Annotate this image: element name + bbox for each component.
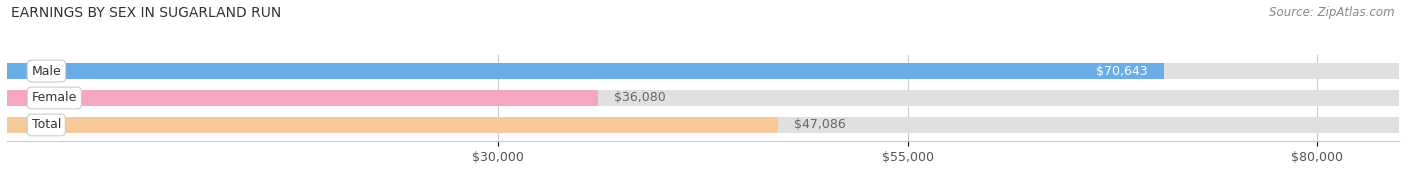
Bar: [7, 63, 1164, 79]
Text: $36,080: $36,080: [614, 92, 666, 104]
Text: Source: ZipAtlas.com: Source: ZipAtlas.com: [1270, 6, 1395, 19]
Text: Female: Female: [31, 92, 77, 104]
Bar: [7, 117, 778, 133]
Bar: [7, 63, 1399, 79]
Bar: [7, 117, 1399, 133]
Text: Male: Male: [31, 64, 62, 78]
Text: Total: Total: [31, 118, 60, 132]
Bar: [7, 90, 1399, 106]
Bar: [7, 90, 598, 106]
Text: $47,086: $47,086: [794, 118, 846, 132]
Text: EARNINGS BY SEX IN SUGARLAND RUN: EARNINGS BY SEX IN SUGARLAND RUN: [11, 6, 281, 20]
Text: $70,643: $70,643: [1095, 64, 1147, 78]
